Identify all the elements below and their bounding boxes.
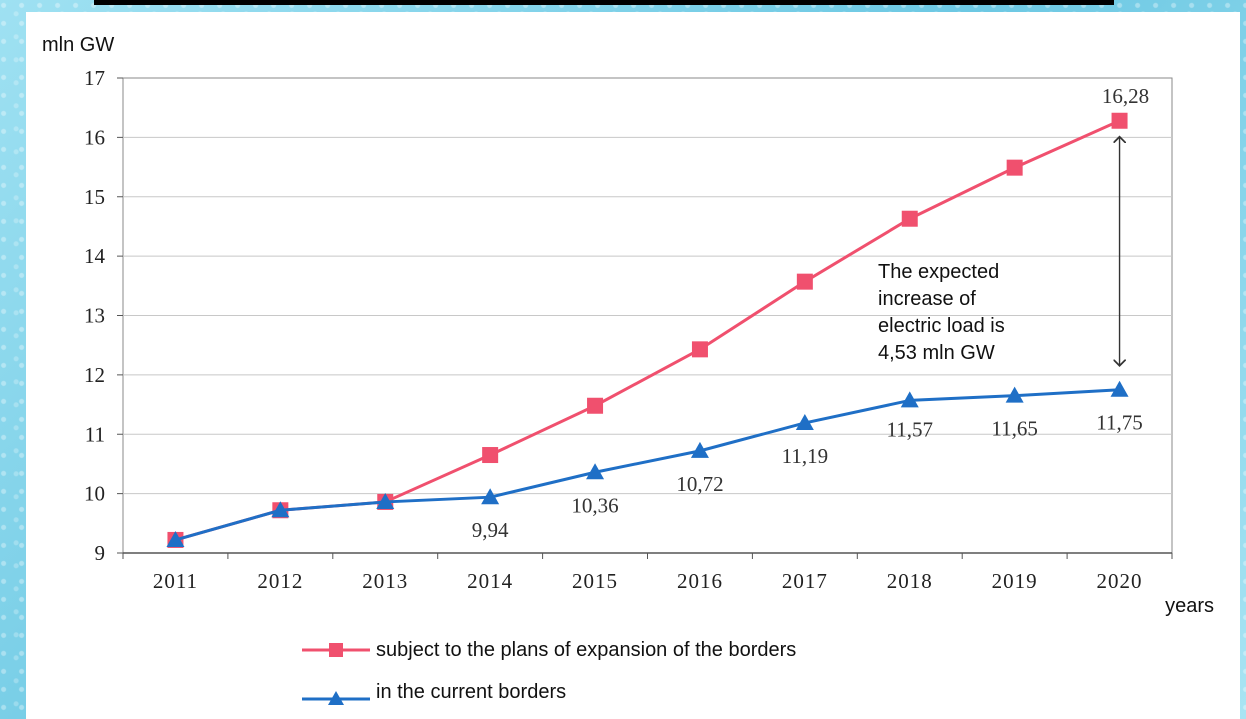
data-point-square xyxy=(482,447,499,464)
data-point-triangle xyxy=(1005,386,1024,403)
x-tick-label: 2012 xyxy=(257,569,303,593)
x-tick-label: 2013 xyxy=(362,569,408,593)
data-point-square xyxy=(796,273,813,290)
legend-marker-triangle xyxy=(328,691,344,705)
data-point-triangle xyxy=(376,492,395,509)
axes: 9 10 11 12 13 14 15 16 17 2011 2012 2013 2014 2015 201… xyxy=(84,66,1173,593)
series xyxy=(166,112,1129,548)
data-point-square xyxy=(901,210,918,227)
grid xyxy=(122,77,1173,554)
legend-label-current: in the current borders xyxy=(376,681,566,703)
data-point-square xyxy=(1006,159,1023,176)
data-point-triangle xyxy=(481,488,500,505)
top-border-bar xyxy=(94,0,1114,5)
chart-panel xyxy=(26,12,1240,719)
data-point-triangle xyxy=(586,463,605,480)
annotation-line: The expected xyxy=(878,261,999,283)
x-tick-label: 2019 xyxy=(992,569,1038,593)
data-point-square xyxy=(1111,112,1128,129)
x-tick-label: 2011 xyxy=(153,569,198,593)
data-point-triangle xyxy=(690,441,709,458)
y-tick-label: 12 xyxy=(84,363,105,387)
x-tick-label: 2020 xyxy=(1097,569,1143,593)
legend-marker-square xyxy=(329,643,343,657)
x-tick-label: 2018 xyxy=(887,569,933,593)
annotation-line: 4,53 mln GW xyxy=(878,342,995,364)
y-tick-label: 10 xyxy=(84,482,105,506)
y-tick-label: 14 xyxy=(84,244,106,268)
legend: subject to the plans of expansion of the… xyxy=(302,639,796,705)
data-label: 11,19 xyxy=(782,444,828,468)
data-label: 9,94 xyxy=(472,518,509,542)
x-tick-label: 2014 xyxy=(467,569,513,593)
data-point-triangle xyxy=(166,530,185,547)
data-point-square xyxy=(587,397,604,414)
x-axis-label: years xyxy=(1165,595,1214,617)
data-label: 11,75 xyxy=(1096,411,1142,435)
legend-label-expansion: subject to the plans of expansion of the… xyxy=(376,639,796,661)
data-labels: 16,28 9,94 10,36 10,72 11,19 11,57 11,65 11,75 xyxy=(472,84,1149,542)
y-tick-label: 17 xyxy=(84,66,105,90)
data-label: 16,28 xyxy=(1102,84,1149,108)
data-point-square xyxy=(691,341,708,358)
data-label: 10,36 xyxy=(571,493,618,517)
series-line-1 xyxy=(175,388,1120,542)
annotation-line: increase of xyxy=(878,288,976,310)
annotation: The expected increase of electric load i… xyxy=(878,137,1120,366)
data-point-triangle xyxy=(271,501,290,518)
legend-item-current: in the current borders xyxy=(302,681,566,705)
y-tick-label: 13 xyxy=(84,304,105,328)
y-tick-label: 16 xyxy=(84,125,105,149)
data-point-triangle xyxy=(1110,380,1129,397)
legend-item-expansion: subject to the plans of expansion of the… xyxy=(302,639,796,661)
y-tick-label: 15 xyxy=(84,185,105,209)
annotation-line: electric load is xyxy=(878,315,1005,337)
y-axis-label: mln GW xyxy=(42,34,114,56)
y-tick-label: 9 xyxy=(95,541,106,565)
y-tick-label: 11 xyxy=(85,422,105,446)
data-point-triangle xyxy=(900,391,919,408)
data-label: 11,57 xyxy=(887,417,933,441)
x-tick-label: 2017 xyxy=(782,569,828,593)
data-point-triangle xyxy=(795,413,814,430)
data-label: 11,65 xyxy=(991,417,1037,441)
data-label: 10,72 xyxy=(676,472,723,496)
x-tick-label: 2015 xyxy=(572,569,618,593)
x-tick-label: 2016 xyxy=(677,569,723,593)
